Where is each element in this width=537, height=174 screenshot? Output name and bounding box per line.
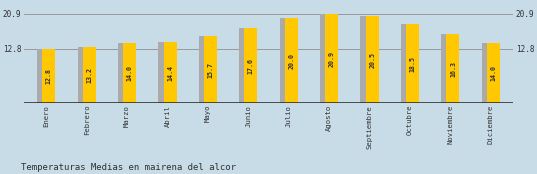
- Text: 17.6: 17.6: [248, 58, 254, 74]
- Bar: [366, 16, 379, 104]
- Text: 20.9: 20.9: [329, 51, 335, 67]
- Bar: [320, 14, 333, 104]
- Text: 13.2: 13.2: [86, 67, 92, 83]
- Bar: [42, 49, 55, 104]
- Bar: [280, 18, 293, 104]
- Text: 12.8: 12.8: [46, 68, 52, 84]
- Bar: [325, 14, 338, 104]
- Text: 18.5: 18.5: [410, 56, 416, 72]
- Text: 20.0: 20.0: [288, 53, 294, 69]
- Bar: [37, 49, 50, 104]
- Bar: [83, 47, 96, 104]
- Text: 14.0: 14.0: [490, 65, 496, 81]
- Bar: [406, 24, 419, 104]
- Bar: [446, 34, 460, 104]
- Bar: [487, 44, 500, 104]
- Text: 16.3: 16.3: [450, 61, 456, 77]
- Text: 14.0: 14.0: [127, 65, 133, 81]
- Bar: [441, 34, 454, 104]
- Text: 14.4: 14.4: [167, 65, 173, 81]
- Bar: [164, 42, 177, 104]
- Text: 20.5: 20.5: [369, 52, 375, 68]
- Text: Temperaturas Medias en mairena del alcor: Temperaturas Medias en mairena del alcor: [21, 163, 236, 172]
- Bar: [199, 36, 212, 104]
- Bar: [239, 28, 252, 104]
- Bar: [77, 47, 91, 104]
- Bar: [204, 36, 217, 104]
- Bar: [401, 24, 413, 104]
- Bar: [482, 44, 495, 104]
- Bar: [285, 18, 298, 104]
- Bar: [244, 28, 257, 104]
- Bar: [124, 44, 136, 104]
- Bar: [158, 42, 171, 104]
- Text: 15.7: 15.7: [207, 62, 214, 78]
- Bar: [360, 16, 373, 104]
- Bar: [118, 44, 131, 104]
